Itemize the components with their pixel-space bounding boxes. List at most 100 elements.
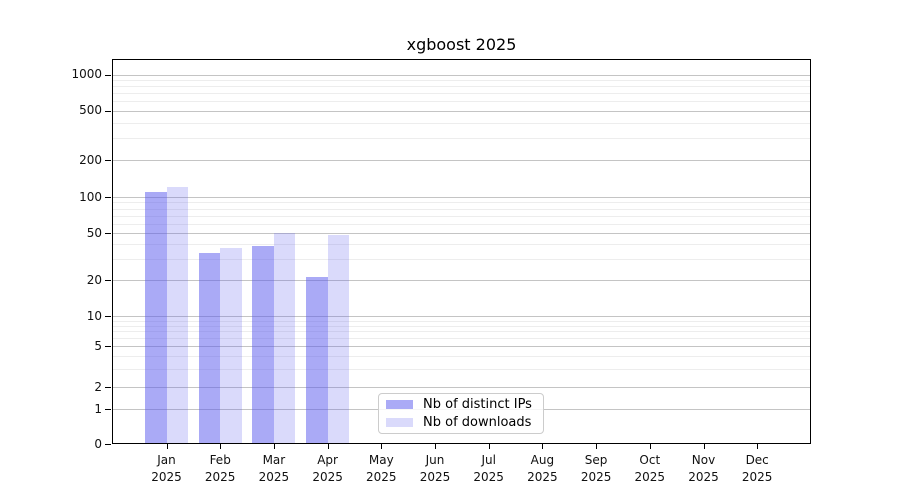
x-tick-year: 2025 <box>634 469 666 484</box>
y-tick-mark <box>105 197 111 198</box>
y-tick-mark <box>105 409 111 410</box>
x-tick-year: 2025 <box>580 469 612 484</box>
y-tick-mark <box>105 346 111 347</box>
legend-swatch-downloads <box>386 418 413 427</box>
gridline-minor <box>113 101 810 103</box>
x-tick-month: Jan <box>157 453 176 467</box>
x-tick-month: Mar <box>262 453 286 467</box>
x-tick-year: 2025 <box>366 469 397 484</box>
x-tick-label: Mar 2025 <box>242 452 306 485</box>
gridline-major <box>113 197 810 198</box>
x-tick-month: Oct <box>639 453 661 467</box>
gridline-minor <box>113 93 810 95</box>
x-tick-mark <box>381 444 383 449</box>
y-tick-label: 1 <box>94 401 102 416</box>
gridline-minor <box>113 259 810 261</box>
bar-downloads-apr <box>327 235 350 444</box>
x-tick-month: Jun <box>425 453 445 467</box>
x-tick-label: Sep 2025 <box>564 452 628 485</box>
gridline-minor <box>113 79 810 81</box>
x-tick-label: Oct 2025 <box>618 452 682 485</box>
y-tick-mark <box>105 280 111 281</box>
bar-downloads-mar <box>273 233 296 444</box>
bar-distinct-ips-mar <box>252 245 274 444</box>
x-tick-mark <box>488 444 490 449</box>
gridline-minor <box>113 86 810 88</box>
x-tick-year: 2025 <box>312 469 343 484</box>
x-tick-month: Feb <box>209 453 231 467</box>
y-tick-label: 2 <box>94 379 102 394</box>
bar-downloads-feb <box>220 248 242 444</box>
x-tick-label: Aug 2025 <box>510 452 574 485</box>
x-tick-year: 2025 <box>473 469 504 484</box>
x-tick-mark <box>435 444 436 449</box>
x-tick-month: May <box>368 453 394 467</box>
bar-distinct-ips-jan <box>145 191 167 444</box>
gridline-minor <box>113 122 810 124</box>
x-tick-year: 2025 <box>741 469 773 484</box>
y-tick-label: 100 <box>79 189 102 204</box>
gridline-minor <box>113 223 810 225</box>
gridline-minor <box>113 331 810 333</box>
x-tick-month: Aug <box>530 453 555 467</box>
legend-label-distinct-ips: Nb of distinct IPs <box>423 397 532 412</box>
gridline-minor <box>113 244 810 246</box>
gridline-minor <box>113 202 810 204</box>
x-tick-mark <box>220 444 222 449</box>
y-tick-label: 0 <box>94 436 102 451</box>
gridline-major <box>113 110 810 112</box>
x-tick-label: Jan 2025 <box>135 452 199 485</box>
legend-label-downloads: Nb of downloads <box>423 415 532 430</box>
y-tick-mark <box>105 233 111 234</box>
x-tick-mark <box>166 444 168 449</box>
gridline-minor <box>113 320 810 322</box>
gridline-minor <box>113 338 810 340</box>
gridline-minor <box>113 208 810 210</box>
x-tick-label: Dec 2025 <box>725 452 789 485</box>
y-tick-label: 200 <box>79 152 102 167</box>
x-tick-mark <box>273 444 275 449</box>
y-tick-mark <box>105 387 111 388</box>
x-tick-month: Dec <box>745 453 769 467</box>
x-tick-label: Jun 2025 <box>403 452 467 485</box>
x-tick-year: 2025 <box>527 469 558 484</box>
x-tick-mark <box>757 444 759 449</box>
bar-distinct-ips-apr <box>306 277 328 444</box>
x-tick-mark <box>703 444 705 449</box>
y-tick-label: 1000 <box>71 67 102 81</box>
x-tick-month: Sep <box>584 453 608 467</box>
gridline-minor <box>113 355 810 357</box>
y-tick-mark <box>105 444 111 445</box>
legend: Nb of distinct IPs Nb of downloads <box>378 393 544 434</box>
x-tick-year: 2025 <box>204 469 236 484</box>
gridline-major <box>113 160 810 161</box>
x-tick-mark <box>327 444 329 449</box>
legend-item-distinct-ips: Nb of distinct IPs <box>379 397 543 412</box>
gridline-minor <box>113 368 810 370</box>
x-tick-label: Jul 2025 <box>457 452 521 485</box>
y-tick-label: 50 <box>86 225 102 240</box>
gridline-major <box>113 346 810 347</box>
bar-downloads-jan <box>166 187 188 444</box>
x-tick-mark <box>596 444 598 449</box>
x-tick-label: Nov 2025 <box>672 452 736 485</box>
gridline-minor <box>113 215 810 217</box>
x-tick-mark <box>649 444 651 449</box>
gridline-major <box>113 316 810 317</box>
y-tick-mark <box>105 110 111 112</box>
y-tick-label: 10 <box>86 308 102 323</box>
gridline-minor <box>113 325 810 327</box>
gridline-major <box>113 74 810 76</box>
x-tick-label: Feb 2025 <box>188 452 252 485</box>
x-tick-year: 2025 <box>151 469 182 484</box>
gridline-minor <box>113 138 810 140</box>
x-tick-year: 2025 <box>419 469 451 484</box>
gridline-major <box>113 233 810 234</box>
bar-distinct-ips-feb <box>198 252 221 444</box>
y-tick-mark <box>105 74 111 76</box>
x-tick-year: 2025 <box>688 469 719 484</box>
gridline-major <box>113 387 810 388</box>
x-tick-label: May 2025 <box>349 452 413 485</box>
y-tick-mark <box>105 316 111 317</box>
x-tick-month: Jul <box>481 453 496 467</box>
